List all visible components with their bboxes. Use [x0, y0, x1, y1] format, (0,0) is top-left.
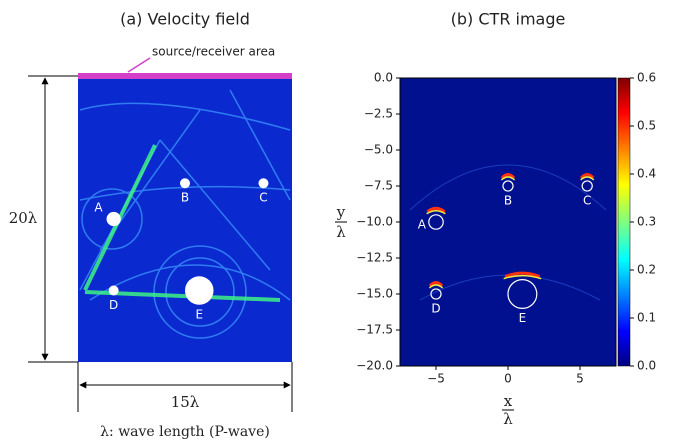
y-tick-label: −7.5	[364, 179, 393, 193]
colorbar-tick-label: 0.3	[637, 215, 656, 229]
inclusion-label: B	[181, 191, 189, 205]
source-receiver-bar	[78, 73, 292, 79]
target-label: D	[431, 302, 440, 316]
reflection-arc-halo	[580, 176, 595, 181]
inclusion	[185, 276, 214, 305]
height-label: 20λ	[9, 209, 38, 227]
inclusion-label: D	[109, 298, 118, 312]
x-tick-label: −5	[427, 372, 445, 386]
target-label: B	[504, 194, 512, 208]
reflection-arc	[580, 172, 595, 180]
colorbar-tick-label: 0.4	[637, 167, 656, 181]
reflection-arc	[428, 280, 444, 288]
x-label-den: λ	[503, 410, 513, 428]
colorbar-tick-label: 0.0	[637, 359, 656, 373]
y-label-den: λ	[336, 223, 346, 241]
pointer	[127, 57, 151, 73]
y-tick-label: 0.0	[374, 71, 393, 85]
reflection-arc	[504, 271, 541, 279]
y-tick-label: −10.0	[356, 215, 393, 229]
target-circle	[430, 288, 442, 300]
note: λ: wave length (P-wave)	[100, 424, 270, 440]
reflection-arc	[426, 206, 446, 214]
target-label: A	[418, 218, 427, 232]
colorbar-tick-label: 0.1	[637, 311, 656, 325]
reflection-arc-halo	[428, 284, 444, 289]
inclusion-label: A	[94, 200, 103, 214]
colorbar-tick-label: 0.2	[637, 263, 656, 277]
y-tick-label: −17.5	[356, 323, 393, 337]
y-tick-label: −12.5	[356, 251, 393, 265]
reflection-arc-halo	[503, 274, 542, 280]
x-tick-label: 5	[576, 372, 584, 386]
wave-texture	[79, 89, 291, 339]
plot-area	[399, 77, 617, 367]
target-circle	[507, 279, 538, 310]
reflection-arc	[500, 172, 516, 180]
inclusion	[180, 178, 190, 189]
reflection-arc-halo	[500, 176, 516, 181]
x-tick-label: 0	[504, 372, 512, 386]
y-tick-label: −15.0	[356, 287, 393, 301]
inclusion	[108, 285, 119, 296]
target-circle	[428, 214, 444, 230]
source-label: source/receiver area	[152, 45, 275, 59]
panel-b-title: (b) CTR image	[451, 10, 566, 29]
y-tick-label: −2.5	[364, 107, 393, 121]
colorbar-tick-label: 0.5	[637, 119, 656, 133]
inclusion	[106, 211, 121, 227]
inclusion	[258, 178, 269, 189]
x-label-num: x	[504, 392, 513, 410]
y-tick-label: −20.0	[356, 359, 393, 373]
colorbar-tick-label: 0.6	[637, 71, 656, 85]
y-label-num: y	[336, 203, 346, 221]
target-label: C	[583, 194, 591, 208]
width-label: 15λ	[171, 393, 200, 411]
colorbar	[617, 77, 631, 367]
target-circle	[581, 180, 593, 192]
target-label: E	[519, 311, 527, 325]
target-circle	[502, 180, 514, 192]
inclusion-label: E	[195, 307, 203, 321]
reflection-arc-halo	[426, 210, 446, 215]
panel-a-title: (a) Velocity field	[120, 10, 250, 29]
inclusion-label: C	[259, 191, 267, 205]
y-tick-label: −5.0	[364, 143, 393, 157]
